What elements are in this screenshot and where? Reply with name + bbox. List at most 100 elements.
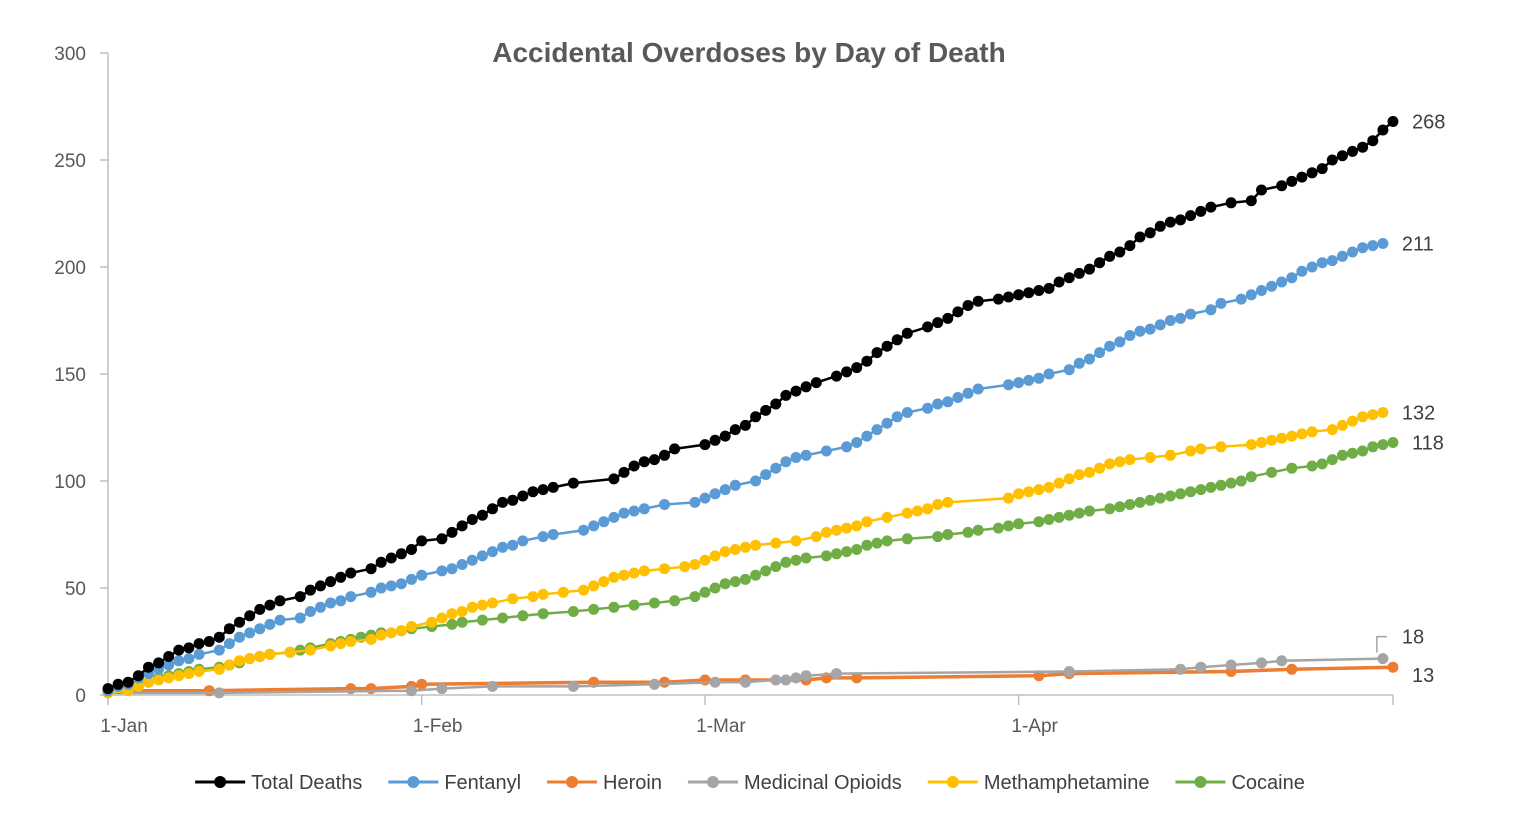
data-point-fentanyl (487, 546, 498, 558)
legend-item-heroin[interactable]: Heroin (547, 772, 662, 794)
data-point-methamphetamine (638, 565, 650, 577)
data-point-fentanyl (820, 445, 832, 457)
data-point-heroin (1387, 661, 1399, 673)
data-point-total-deaths (1114, 246, 1126, 258)
data-point-fentanyl (1367, 240, 1379, 252)
data-point-medicinal-opioids (1276, 655, 1288, 667)
data-point-cocaine (871, 537, 883, 549)
data-point-fentanyl (335, 595, 347, 607)
data-point-total-deaths (659, 449, 670, 461)
series-medicinal-opioids (102, 653, 1389, 699)
data-point-methamphetamine (729, 544, 741, 555)
data-point-cocaine (1124, 499, 1136, 510)
data-point-total-deaths (760, 404, 772, 416)
data-point-methamphetamine (1245, 439, 1257, 451)
legend-item-medicinal-opioids[interactable]: Medicinal Opioids (687, 772, 902, 794)
data-point-total-deaths (1357, 141, 1369, 153)
data-point-total-deaths (1296, 171, 1308, 183)
data-point-total-deaths (881, 340, 893, 352)
data-point-methamphetamine (1073, 469, 1085, 481)
data-point-total-deaths (193, 638, 205, 650)
legend-item-cocaine[interactable]: Cocaine (1175, 772, 1305, 794)
data-point-fentanyl (1357, 242, 1369, 254)
end-label-fentanyl: 211 (1402, 233, 1434, 255)
data-point-cocaine (1357, 445, 1369, 457)
data-point-total-deaths (1347, 145, 1358, 157)
data-point-fentanyl (578, 524, 590, 536)
data-point-methamphetamine (1033, 484, 1045, 496)
data-point-fentanyl (264, 618, 276, 630)
data-point-heroin (659, 676, 670, 688)
data-point-cocaine (942, 529, 954, 540)
data-point-cocaine (800, 552, 812, 564)
data-point-total-deaths (456, 520, 468, 532)
data-point-cocaine (1104, 503, 1116, 515)
data-point-total-deaths (487, 503, 498, 515)
data-point-fentanyl (588, 520, 600, 532)
data-point-total-deaths (1134, 231, 1146, 243)
data-point-fentanyl (1377, 238, 1389, 249)
data-point-total-deaths (1033, 285, 1045, 296)
series-total-deaths (102, 116, 1399, 695)
data-point-medicinal-opioids (567, 680, 579, 692)
data-point-cocaine (1326, 454, 1338, 466)
data-point-cocaine (689, 591, 701, 603)
data-point-fentanyl (507, 539, 519, 551)
data-point-total-deaths (780, 389, 792, 401)
data-point-cocaine (851, 544, 863, 555)
data-point-methamphetamine (406, 621, 417, 632)
data-point-methamphetamine (1326, 424, 1338, 436)
legend-item-methamphetamine[interactable]: Methamphetamine (927, 772, 1150, 794)
data-point-total-deaths (547, 481, 559, 493)
data-point-total-deaths (416, 535, 428, 547)
data-point-total-deaths (831, 370, 842, 382)
data-point-fentanyl (537, 531, 549, 543)
data-point-total-deaths (274, 595, 286, 607)
data-point-total-deaths (861, 355, 873, 367)
data-point-methamphetamine (426, 616, 438, 628)
legend-item-total-deaths[interactable]: Total Deaths (195, 772, 362, 794)
data-point-fentanyl (406, 573, 417, 585)
data-point-fentanyl (1134, 325, 1146, 337)
data-point-fentanyl (223, 638, 235, 650)
data-point-total-deaths (952, 306, 964, 318)
data-point-cocaine (770, 561, 782, 573)
data-point-heroin (851, 672, 863, 684)
y-tick-label: 50 (65, 579, 86, 600)
data-point-methamphetamine (1266, 434, 1278, 446)
data-point-fentanyl (1235, 293, 1247, 305)
data-point-methamphetamine (1053, 477, 1065, 489)
data-point-methamphetamine (284, 646, 296, 658)
data-point-cocaine (901, 533, 913, 545)
data-point-fentanyl (841, 441, 853, 453)
data-point-total-deaths (264, 599, 276, 611)
data-point-total-deaths (537, 484, 549, 496)
data-point-total-deaths (335, 571, 347, 583)
data-point-methamphetamine (1023, 486, 1035, 498)
data-point-cocaine (517, 610, 529, 622)
data-point-fentanyl (1043, 368, 1055, 380)
legend-swatch-marker (566, 776, 579, 788)
data-point-cocaine (972, 524, 984, 536)
data-point-total-deaths (203, 636, 215, 647)
data-point-total-deaths (790, 385, 802, 397)
data-point-methamphetamine (1094, 462, 1106, 474)
data-point-total-deaths (122, 676, 134, 688)
series-fentanyl (102, 238, 1389, 697)
legend-item-fentanyl[interactable]: Fentanyl (388, 772, 521, 794)
data-point-fentanyl (1245, 289, 1257, 301)
data-point-fentanyl (1205, 304, 1217, 316)
data-point-fentanyl (1124, 330, 1136, 341)
data-point-cocaine (841, 546, 853, 558)
data-point-total-deaths (1164, 216, 1176, 228)
data-point-total-deaths (709, 434, 721, 446)
data-point-methamphetamine (790, 535, 802, 547)
data-point-methamphetamine (598, 576, 610, 588)
data-point-fentanyl (1104, 340, 1116, 352)
data-point-methamphetamine (213, 663, 225, 675)
data-point-fentanyl (547, 529, 559, 540)
data-point-methamphetamine (1124, 454, 1136, 466)
data-point-fentanyl (871, 424, 883, 436)
series-methamphetamine (102, 407, 1389, 699)
data-point-cocaine (1387, 437, 1399, 448)
